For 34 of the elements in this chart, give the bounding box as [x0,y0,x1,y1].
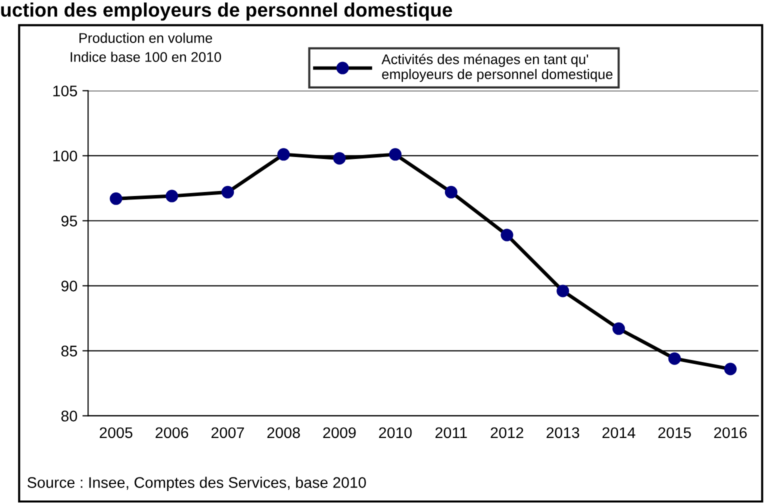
point [166,190,178,202]
x-tick-label: 2007 [212,427,244,438]
y-tick-label: 85 [61,346,78,356]
y-tick-label: 95 [61,216,78,226]
x-tick-label: 2008 [267,427,300,438]
y-tick-label: 100 [53,150,78,162]
point [110,192,122,205]
legend-label: Activités des ménages en tant qu' employeurs de personnel domestique [382,54,612,82]
x-tick-label: 2009 [323,427,356,438]
x-tick-label: 2016 [714,427,747,438]
point [724,362,737,376]
point [612,322,625,335]
source-note: Source : Insee, Comptes des Services, base 2010 [28,476,366,491]
y-tick-label: 105 [53,86,78,96]
point [668,352,681,365]
x-tick-label: 2012 [490,427,524,438]
y-axis-title: Production en volume Indice base 100 en 2010 [70,32,222,62]
point [444,186,458,198]
x-tick-label: 2013 [546,427,580,438]
point [389,148,402,161]
x-tick-label: 2014 [602,427,636,438]
y-tick-label: 90 [61,280,78,292]
x-tick-label: 2010 [379,427,412,438]
point [500,228,514,242]
point [221,186,234,198]
x-tick-label: 2006 [156,427,188,438]
point [556,284,570,298]
x-tick-label: 2011 [435,427,467,438]
y-tick-label: 80 [61,410,78,422]
x-tick-label: 2015 [658,427,691,438]
point [333,152,346,165]
chart-title: uction des employeurs de personnel domestique [1,2,452,21]
point [277,148,290,161]
x-tick-label: 2005 [100,427,132,438]
